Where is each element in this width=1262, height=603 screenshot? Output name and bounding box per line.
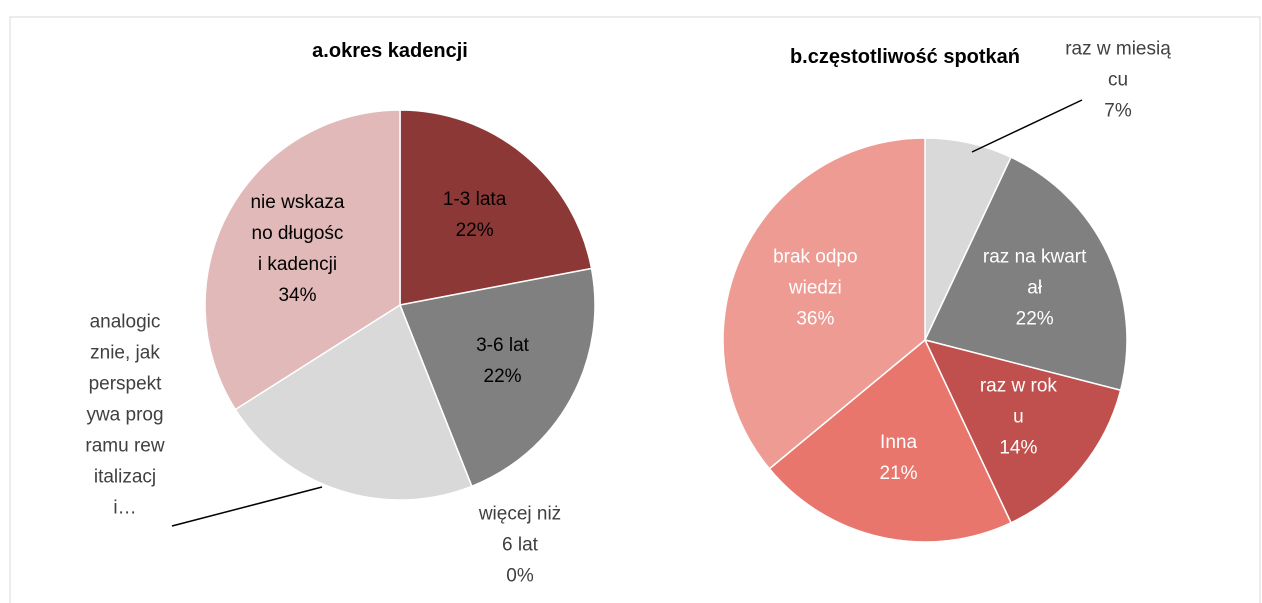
leader-line [971, 99, 1083, 153]
category-label: raz w roku [979, 375, 1057, 428]
category-label: 3-6 lat [476, 335, 529, 357]
slice-label: raz na kwartał 22% [980, 242, 1090, 335]
slice-label: nie wskazano długości kadencji 34% [250, 187, 345, 311]
slice-label: więcej niż 6 lat 0% [475, 499, 565, 592]
slice-label: Inna 21% [859, 427, 939, 489]
category-label: więcej niż 6 lat [478, 503, 562, 556]
value-label: 36% [796, 308, 835, 330]
frame [9, 16, 1261, 603]
value-label: 0% [506, 565, 534, 587]
pie-slice [923, 156, 1128, 392]
category-label: brak odpowiedzi [773, 246, 858, 299]
pie-slice [923, 338, 1122, 524]
pie-slice [722, 137, 926, 470]
pie-slice [399, 109, 593, 306]
leader-line [171, 486, 323, 527]
slice-label: analogicznie, jak perspektywa programu r… [85, 307, 165, 524]
value-label: 22% [1015, 308, 1054, 330]
pie-slice [398, 267, 596, 488]
category-label: raz w miesiącu [1065, 38, 1171, 91]
category-label: 1-3 lata [442, 188, 507, 210]
pie-slice [204, 109, 401, 411]
category-label: analogicznie, jak perspektywa programu r… [85, 311, 165, 519]
category-label: nie wskazano długości kadencji [250, 191, 345, 275]
pie-slice [234, 303, 473, 501]
pie-slice [768, 338, 1013, 543]
value-label: 7% [1104, 100, 1132, 122]
slice-label: brak odpowiedzi 36% [770, 242, 860, 335]
slice-label: raz w miesiącu 7% [1063, 34, 1173, 127]
value-label: 22% [455, 219, 494, 241]
value-label: 22% [483, 366, 522, 388]
slice-label: raz w roku 14% [978, 371, 1058, 464]
category-label: Inna [880, 432, 918, 454]
category-label: raz na kwartał [982, 246, 1087, 299]
slice-label: 1-3 lata 22% [420, 184, 530, 246]
value-label: 14% [999, 437, 1038, 459]
slice-label: 3-6 lat 22% [453, 330, 553, 392]
value-label: 34% [278, 284, 317, 306]
value-label: 21% [879, 463, 918, 485]
chart-title: b.częstotliwość spotkań [789, 46, 1021, 68]
chart-title: a.okres kadencji [312, 40, 468, 62]
